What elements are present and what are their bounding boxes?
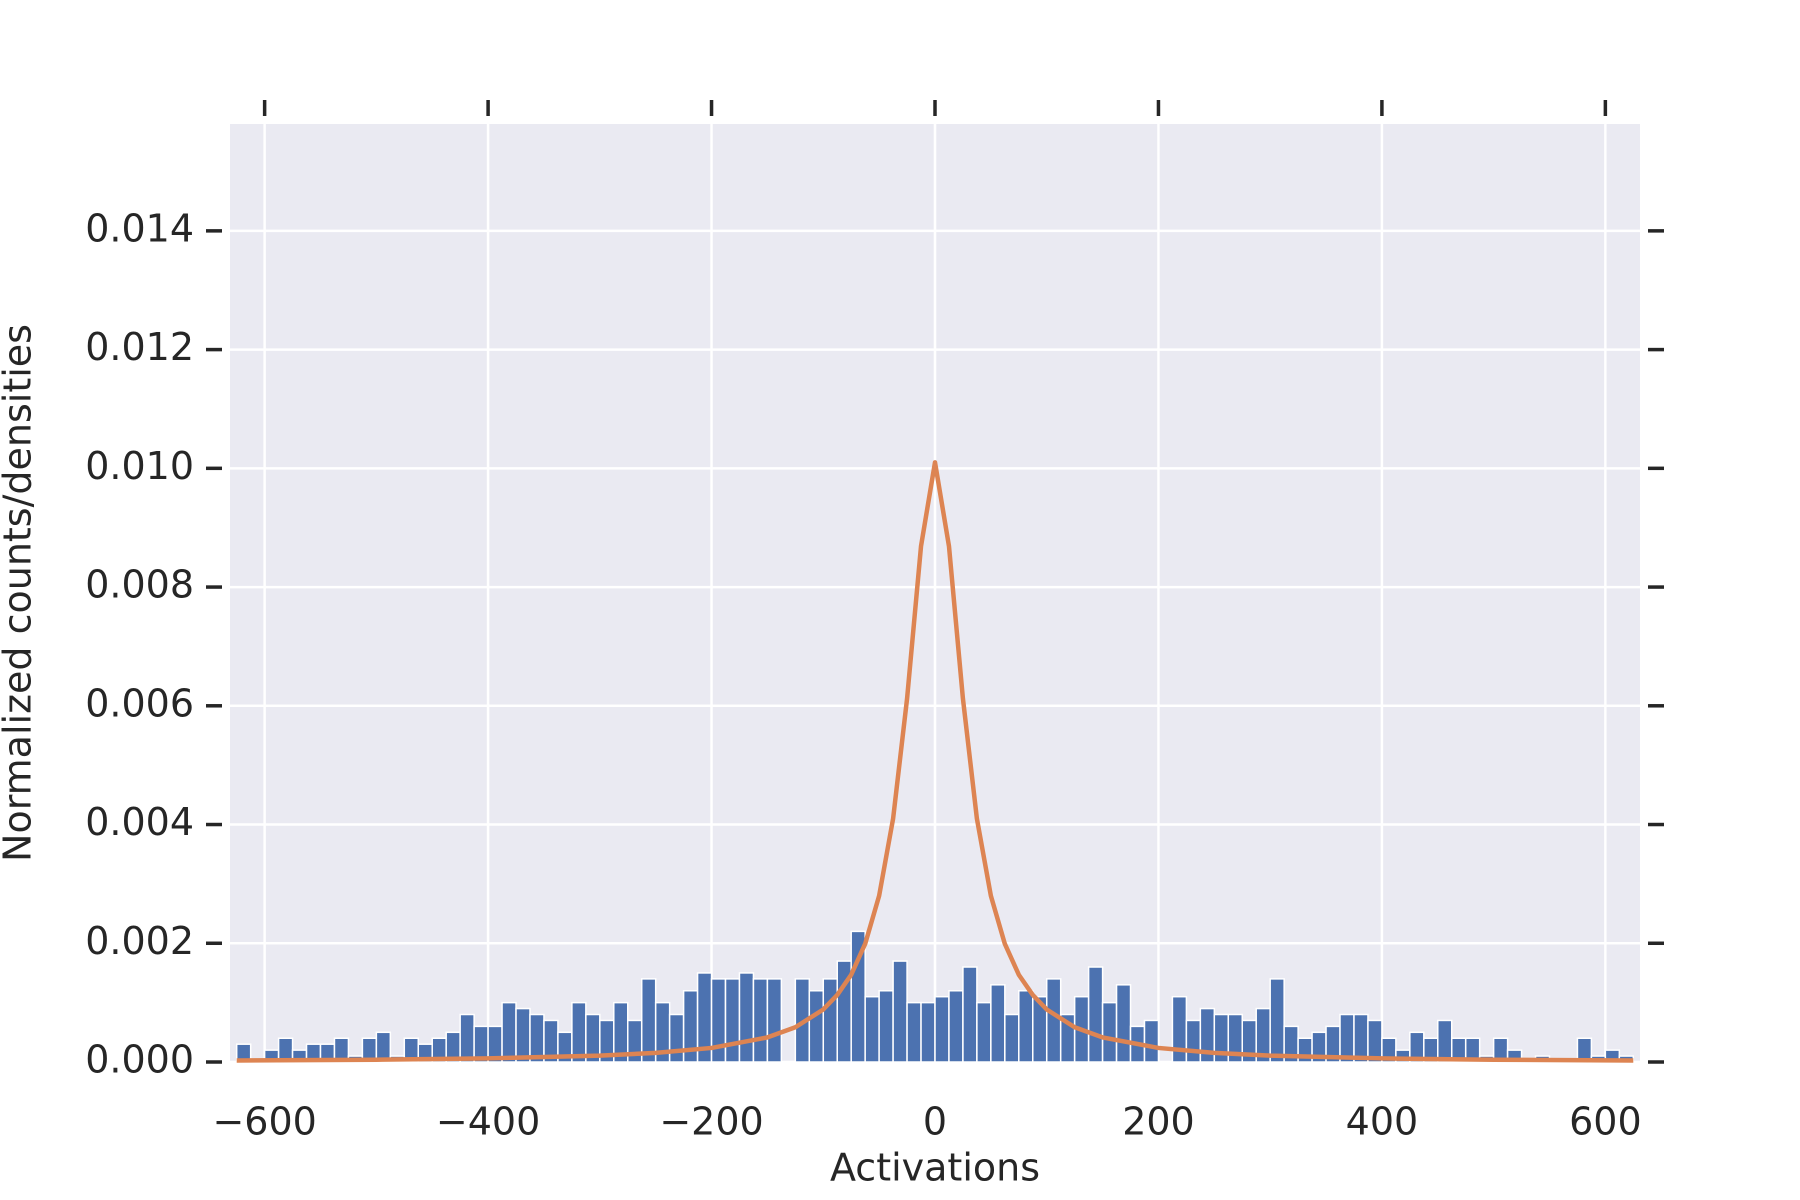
bar (808, 990, 825, 1063)
y-tick-label: 0.010 (85, 444, 194, 488)
y-tick-label: 0.008 (85, 563, 194, 607)
x-axis-label: Activations (830, 1146, 1040, 1190)
bar (822, 978, 838, 1063)
bar (1143, 1019, 1160, 1063)
bar (892, 960, 908, 1063)
x-tick-label: 400 (1346, 1100, 1419, 1144)
bar (948, 990, 964, 1063)
x-tick-label: −200 (659, 1100, 763, 1144)
bar (1045, 978, 1062, 1063)
bar (766, 978, 783, 1063)
y-tick-label: 0.000 (85, 1038, 194, 1082)
x-tick-label: 600 (1569, 1100, 1642, 1144)
y-tick-label: 0.002 (85, 919, 194, 963)
bar (1018, 990, 1034, 1063)
bar (668, 1013, 685, 1063)
bar (976, 1001, 992, 1063)
bar (640, 978, 657, 1063)
y-axis-label: Normalized counts/densities (0, 324, 40, 862)
bar (990, 984, 1006, 1063)
bar (1004, 1013, 1020, 1063)
bar (962, 966, 978, 1063)
y-tick-label: 0.012 (85, 325, 194, 369)
bar (1185, 1019, 1202, 1063)
bar (571, 1001, 587, 1063)
x-tick-label: 0 (923, 1100, 947, 1144)
bar (1101, 1001, 1118, 1063)
bar (878, 990, 894, 1063)
bar (1437, 1019, 1453, 1063)
x-tick-label: −600 (212, 1100, 316, 1144)
y-tick-label: 0.006 (85, 681, 194, 725)
y-tick-label: 0.004 (85, 800, 194, 844)
bar (1367, 1019, 1383, 1063)
x-tick-label: 200 (1122, 1100, 1195, 1144)
bar (1353, 1013, 1369, 1063)
x-tick-label: −400 (436, 1100, 540, 1144)
bar (906, 1001, 922, 1063)
bar (501, 1001, 517, 1063)
bar (864, 995, 880, 1063)
y-tick-label: 0.014 (85, 206, 194, 250)
bar (459, 1013, 475, 1063)
bar (724, 978, 741, 1063)
bar (738, 972, 755, 1063)
bar (1087, 966, 1104, 1063)
bar (920, 1001, 936, 1063)
bar (752, 978, 769, 1063)
bar (934, 995, 950, 1063)
bar (375, 1031, 392, 1063)
bar (515, 1007, 531, 1063)
bar (1115, 984, 1132, 1063)
bar (1269, 978, 1285, 1063)
bar (1339, 1013, 1355, 1063)
density-line (236, 460, 1634, 1063)
bar (1464, 1037, 1481, 1063)
